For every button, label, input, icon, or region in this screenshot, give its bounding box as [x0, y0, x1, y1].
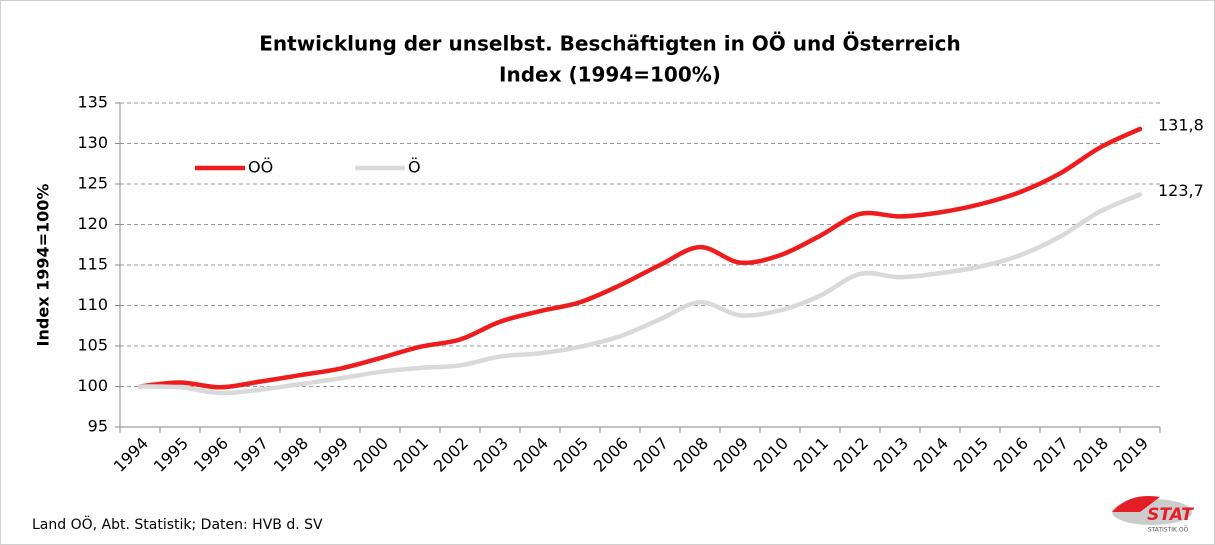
- logo-text: STAT: [1147, 505, 1194, 525]
- chart-title: Entwicklung der unselbst. Beschäftigten …: [259, 32, 961, 56]
- chart-subtitle: Index (1994=100%): [499, 63, 721, 87]
- y-tick-label: 135: [77, 93, 108, 112]
- y-tick-label: 105: [77, 336, 108, 355]
- y-axis-label: Index 1994=100%: [34, 184, 53, 347]
- y-tick-label: 100: [77, 376, 108, 395]
- data-label: 131,8: [1158, 115, 1204, 134]
- y-tick-label: 120: [77, 214, 108, 233]
- line-series: [137, 192, 1143, 396]
- data-label: 123,7: [1158, 181, 1204, 200]
- line-series: [137, 126, 1143, 390]
- legend-label: OÖ: [248, 158, 273, 177]
- y-tick-label: 110: [77, 295, 108, 314]
- y-tick-label: 130: [77, 133, 108, 152]
- logo: STAT STATISTIK OÖ: [1112, 496, 1194, 534]
- logo-swoosh: [1112, 496, 1160, 512]
- source-note: Land OÖ, Abt. Statistik; Daten: HVB d. S…: [32, 515, 323, 533]
- y-tick-label: 95: [88, 417, 108, 436]
- logo-subtext: STATISTIK OÖ: [1148, 527, 1189, 534]
- legend-label: Ö: [408, 158, 421, 177]
- y-tick-label: 115: [77, 255, 108, 274]
- y-tick-label: 125: [77, 174, 108, 193]
